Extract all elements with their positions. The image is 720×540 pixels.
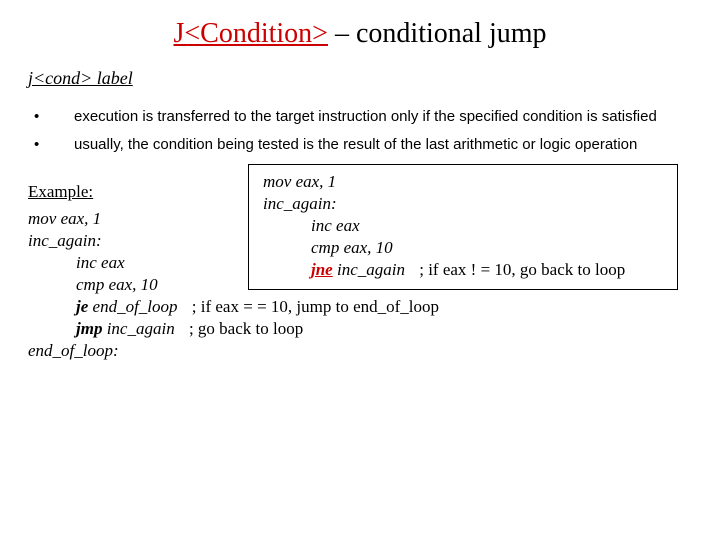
jne-instruction: jne xyxy=(311,260,333,279)
bullet-list: • execution is transferred to the target… xyxy=(28,107,692,156)
code-line: jne inc_again ; if eax ! = 10, go back t… xyxy=(263,259,663,281)
alt-code-box: mov eax, 1 inc_again: inc eax cmp eax, 1… xyxy=(248,164,678,290)
jmp-instruction: jmp xyxy=(76,319,102,338)
bullet-item: • usually, the condition being tested is… xyxy=(28,135,692,155)
title-keyword: J<Condition> xyxy=(173,18,328,49)
code-line: inc eax xyxy=(263,215,663,237)
code-rest: end_of_loop xyxy=(88,297,177,316)
slide-title: J<Condition> – conditional jump xyxy=(28,18,692,50)
code-line: cmp eax, 10 xyxy=(263,237,663,259)
code-rest: inc_again xyxy=(333,260,405,279)
bullet-marker: • xyxy=(28,107,74,127)
code-comment: ; if eax ! = 10, go back to loop xyxy=(405,260,625,279)
code-line: jmp inc_again ; go back to loop xyxy=(28,318,692,340)
code-line: je end_of_loop ; if eax = = 10, jump to … xyxy=(28,296,692,318)
code-rest: inc_again xyxy=(102,319,174,338)
syntax-line: j<cond> label xyxy=(28,68,692,89)
code-line: end_of_loop: xyxy=(28,340,692,362)
code-line: mov eax, 1 xyxy=(263,171,663,193)
bullet-text: execution is transferred to the target i… xyxy=(74,107,692,127)
je-instruction: je xyxy=(76,297,88,316)
code-comment: ; go back to loop xyxy=(175,319,304,338)
code-line: inc_again: xyxy=(263,193,663,215)
bullet-marker: • xyxy=(28,135,74,155)
code-comment: ; if eax = = 10, jump to end_of_loop xyxy=(178,297,439,316)
title-suffix: – conditional jump xyxy=(328,18,547,49)
bullet-item: • execution is transferred to the target… xyxy=(28,107,692,127)
example-section: mov eax, 1 inc_again: inc eax cmp eax, 1… xyxy=(28,182,692,363)
bullet-text: usually, the condition being tested is t… xyxy=(74,135,692,155)
